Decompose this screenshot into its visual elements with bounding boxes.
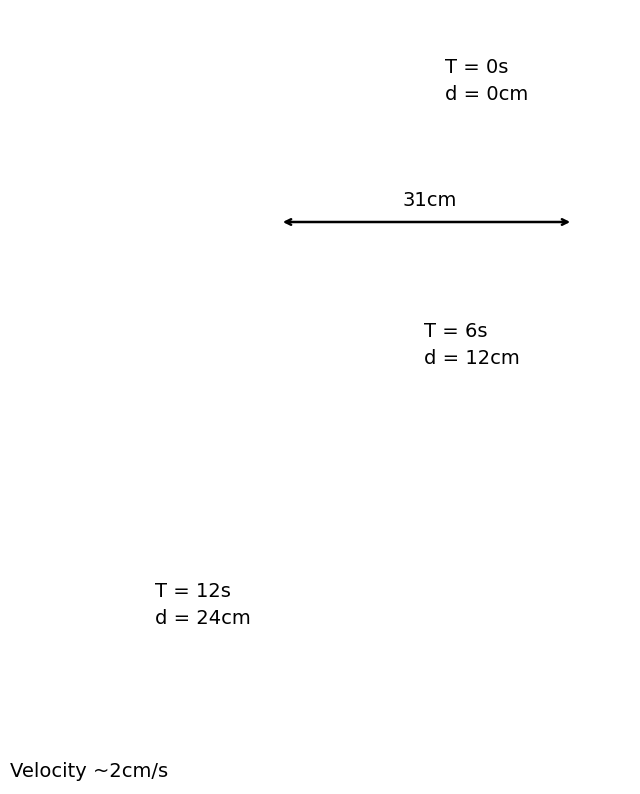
Text: T = 6s: T = 6s (424, 322, 488, 341)
Text: T = 12s: T = 12s (155, 582, 231, 601)
Text: Velocity ~2cm/s: Velocity ~2cm/s (10, 762, 168, 781)
Text: d = 0cm: d = 0cm (445, 85, 528, 104)
Text: d = 24cm: d = 24cm (155, 609, 251, 628)
Text: 31cm: 31cm (403, 191, 457, 210)
Text: T = 0s: T = 0s (445, 58, 508, 77)
Text: d = 12cm: d = 12cm (424, 349, 520, 368)
